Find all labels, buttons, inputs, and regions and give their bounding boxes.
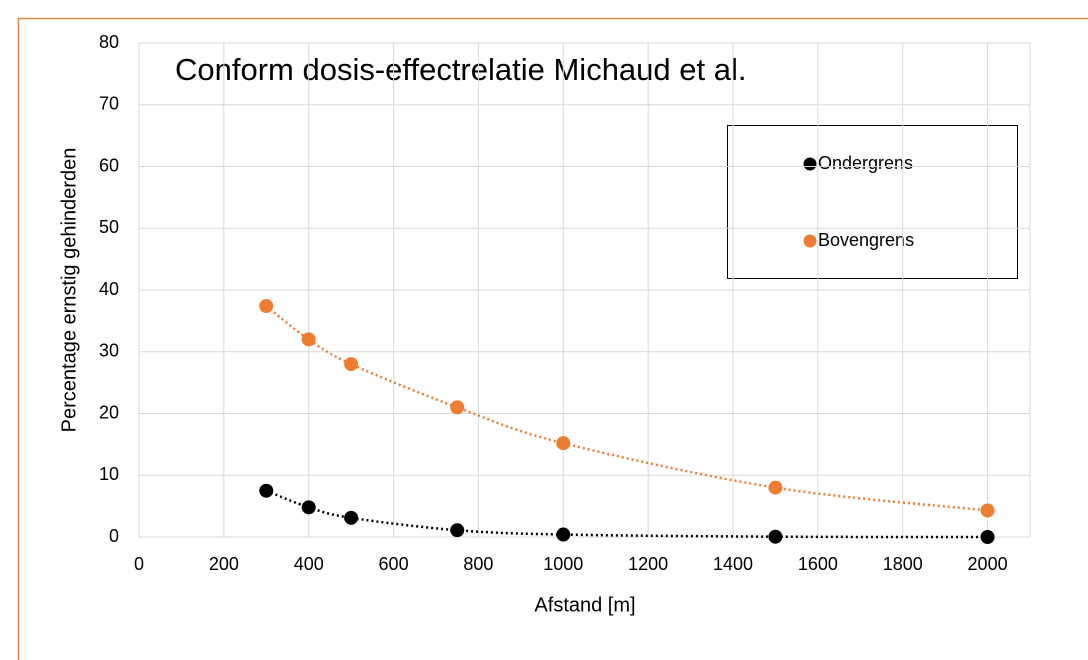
point [556, 527, 571, 542]
x-tick-label: 2000 [968, 554, 1008, 574]
point [980, 530, 995, 544]
point [344, 357, 359, 372]
legend-marker [803, 157, 817, 171]
chart-title: Conform dosis-effectrelatie Michaud et a… [175, 52, 746, 87]
x-tick-label: 200 [209, 554, 239, 574]
x-tick-label: 1200 [628, 554, 668, 574]
legend-label: Bovengrens [818, 230, 914, 250]
x-tick-label: 1800 [883, 554, 923, 574]
x-tick-label: 1400 [713, 554, 753, 574]
point [450, 400, 465, 415]
legend-label: Ondergrens [818, 153, 913, 173]
y-tick-label: 20 [99, 402, 119, 422]
legend-marker [803, 234, 817, 248]
y-axis-label: Percentage ernstig gehinderden [58, 148, 80, 433]
x-axis-label: Afstand [m] [534, 594, 635, 616]
trendline [265, 305, 988, 512]
x-tick-label: 1000 [543, 554, 583, 574]
point [301, 332, 316, 347]
x-tick-label: 1600 [798, 554, 838, 574]
x-tick-label: 400 [294, 554, 324, 574]
point [259, 483, 274, 498]
frame [17, 17, 1088, 660]
y-tick-label: 10 [99, 464, 119, 484]
point [980, 503, 995, 518]
y-tick-label: 30 [99, 341, 119, 361]
y-tick-label: 40 [99, 279, 119, 299]
point [301, 500, 316, 515]
x-tick-label: 800 [463, 554, 493, 574]
trendline [265, 489, 988, 539]
y-tick-label: 80 [99, 32, 119, 52]
point [450, 523, 465, 538]
point [556, 436, 571, 451]
point [768, 480, 783, 495]
point [768, 529, 783, 544]
legend-box [727, 125, 1018, 279]
x-tick-label: 0 [134, 554, 144, 574]
y-tick-label: 70 [99, 94, 119, 114]
y-tick-label: 60 [99, 155, 119, 175]
y-tick-label: 0 [109, 526, 119, 546]
point [259, 299, 274, 314]
y-tick-label: 50 [99, 217, 119, 237]
legend: Ondergrens Bovengrens [727, 125, 1018, 279]
point [344, 510, 359, 525]
x-tick-label: 600 [379, 554, 409, 574]
